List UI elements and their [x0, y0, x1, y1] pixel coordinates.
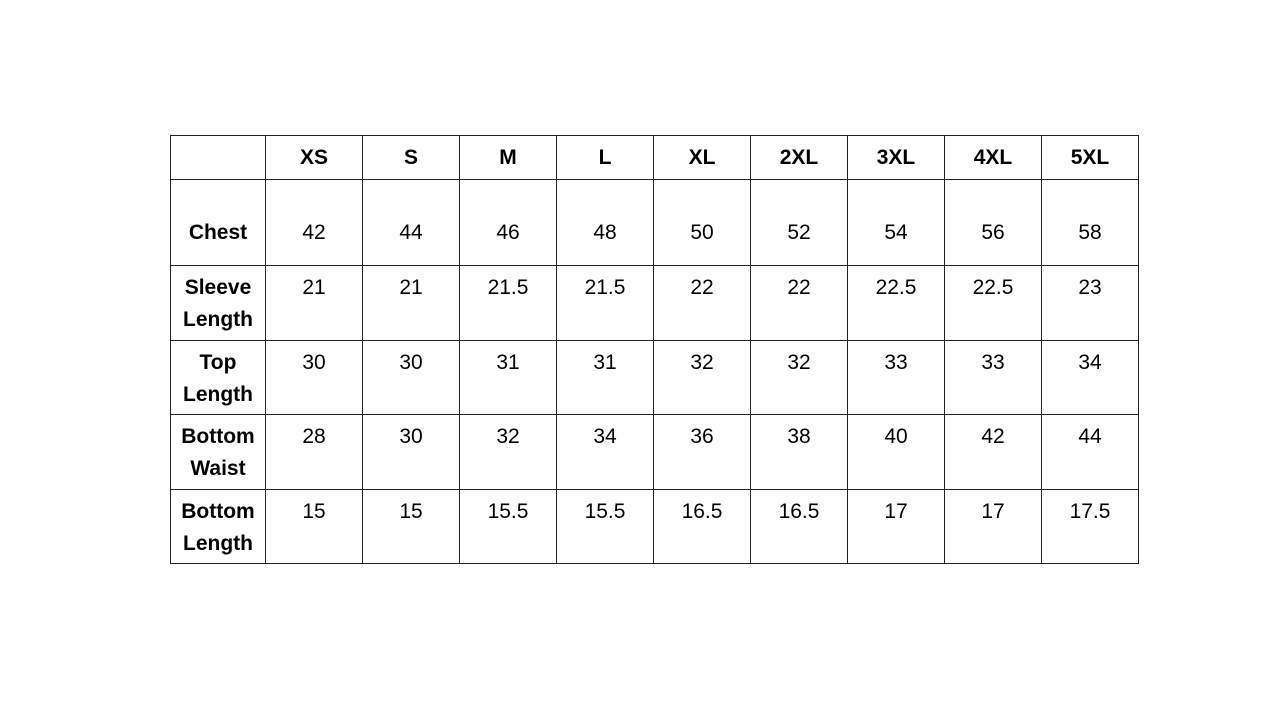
size-header-2xl: 2XL	[750, 135, 848, 180]
value-cell: 31	[556, 340, 654, 415]
size-header-xs: XS	[265, 135, 363, 180]
value-cell: 16.5	[653, 489, 751, 564]
value-cell: 28	[265, 414, 363, 490]
value-cell: 21	[362, 265, 460, 341]
table-row: Sleeve Length 21 21 21.5 21.5 22 22 22.5 22.5 23	[170, 265, 1139, 341]
value-cell: 15	[265, 489, 363, 564]
value-cell: 50	[653, 179, 751, 266]
value-cell: 30	[362, 414, 460, 490]
value-cell: 33	[847, 340, 945, 415]
size-chart-table: XS S M L XL 2XL 3XL 4XL 5XL Chest 42 44 46 48 50 52 54 5…	[170, 135, 1139, 564]
value-cell: 22.5	[847, 265, 945, 341]
row-label: Sleeve Length	[170, 265, 266, 341]
value-cell: 15.5	[459, 489, 557, 564]
value-cell: 32	[653, 340, 751, 415]
value-cell: 21.5	[556, 265, 654, 341]
row-label-line: Length	[183, 532, 253, 555]
value-cell: 21	[265, 265, 363, 341]
table-row: Bottom Length 15 15 15.5 15.5 16.5 16.5 17 17 17.5	[170, 489, 1139, 564]
value-cell: 22.5	[944, 265, 1042, 341]
table-body: Chest 42 44 46 48 50 52 54 56 58 Sleeve Length 21 21 2…	[170, 179, 1139, 564]
row-label: Top Length	[170, 340, 266, 415]
size-header-5xl: 5XL	[1041, 135, 1139, 180]
value-cell: 46	[459, 179, 557, 266]
table-row: Chest 42 44 46 48 50 52 54 56 58	[170, 179, 1139, 266]
value-cell: 30	[362, 340, 460, 415]
value-cell: 23	[1041, 265, 1139, 341]
value-cell: 54	[847, 179, 945, 266]
row-label-line: Sleeve	[184, 276, 252, 299]
value-cell: 17.5	[1041, 489, 1139, 564]
value-cell: 56	[944, 179, 1042, 266]
value-cell: 17	[847, 489, 945, 564]
value-cell: 17	[944, 489, 1042, 564]
value-cell: 52	[750, 179, 848, 266]
row-label: Bottom Waist	[170, 414, 266, 490]
size-header-xl: XL	[653, 135, 751, 180]
row-label-line: Chest	[188, 221, 248, 244]
value-cell: 44	[1041, 414, 1139, 490]
value-cell: 34	[556, 414, 654, 490]
value-cell: 30	[265, 340, 363, 415]
value-cell: 44	[362, 179, 460, 266]
size-header-3xl: 3XL	[847, 135, 945, 180]
value-cell: 34	[1041, 340, 1139, 415]
value-cell: 58	[1041, 179, 1139, 266]
row-label-line: Length	[183, 308, 253, 331]
table-row: Top Length 30 30 31 31 32 32 33 33 34	[170, 340, 1139, 415]
value-cell: 16.5	[750, 489, 848, 564]
value-cell: 22	[653, 265, 751, 341]
value-cell: 42	[944, 414, 1042, 490]
size-header-l: L	[556, 135, 654, 180]
row-label-line: Length	[183, 383, 253, 406]
value-cell: 32	[750, 340, 848, 415]
value-cell: 21.5	[459, 265, 557, 341]
value-cell: 32	[459, 414, 557, 490]
row-label: Bottom Length	[170, 489, 266, 564]
size-header-4xl: 4XL	[944, 135, 1042, 180]
value-cell: 40	[847, 414, 945, 490]
table-row: Bottom Waist 28 30 32 34 36 38 40 42 44	[170, 414, 1139, 490]
value-cell: 36	[653, 414, 751, 490]
row-label-line: Bottom	[181, 500, 255, 523]
row-label-line: Top	[199, 351, 237, 374]
corner-cell	[170, 135, 266, 180]
row-label: Chest	[170, 179, 266, 266]
value-cell: 42	[265, 179, 363, 266]
size-header-m: M	[459, 135, 557, 180]
value-cell: 48	[556, 179, 654, 266]
value-cell: 15	[362, 489, 460, 564]
value-cell: 33	[944, 340, 1042, 415]
size-header-s: S	[362, 135, 460, 180]
value-cell: 31	[459, 340, 557, 415]
value-cell: 38	[750, 414, 848, 490]
row-label-line: Waist	[190, 457, 246, 480]
header-row: XS S M L XL 2XL 3XL 4XL 5XL	[170, 135, 1139, 180]
value-cell: 15.5	[556, 489, 654, 564]
value-cell: 22	[750, 265, 848, 341]
row-label-line: Bottom	[181, 425, 255, 448]
